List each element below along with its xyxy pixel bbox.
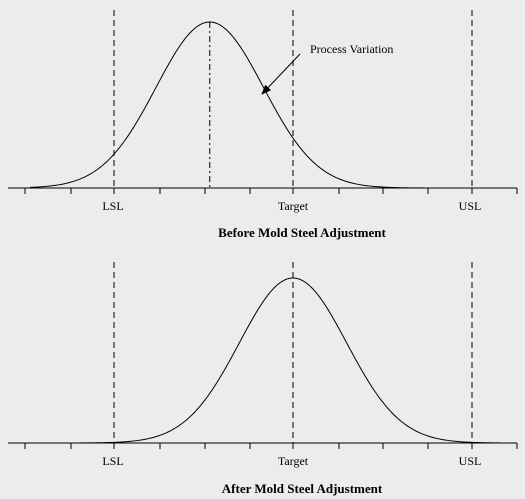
x-axis-ticks bbox=[24, 188, 518, 194]
annotation-arrow bbox=[261, 53, 301, 95]
process-variation-annotation: Process Variation bbox=[310, 42, 393, 56]
target-label: Target bbox=[278, 454, 309, 468]
x-axis-ticks bbox=[24, 443, 518, 449]
target-label: Target bbox=[278, 199, 309, 213]
usl-label: USL bbox=[459, 199, 482, 213]
usl-label: USL bbox=[459, 454, 482, 468]
process-variation-curve bbox=[29, 21, 500, 189]
after-panel: LSL Target USL After Mold Steel Adjustme… bbox=[8, 262, 518, 496]
before-title: Before Mold Steel Adjustment bbox=[218, 225, 386, 240]
spec-limit-lines bbox=[113, 262, 473, 449]
before-panel: LSL Target USL Before Mold Steel Adjustm… bbox=[8, 10, 518, 240]
spec-limit-lines bbox=[113, 10, 473, 194]
lsl-label: LSL bbox=[102, 454, 123, 468]
lsl-label: LSL bbox=[102, 199, 123, 213]
process-variation-curve bbox=[30, 277, 501, 444]
after-title: After Mold Steel Adjustment bbox=[222, 481, 383, 496]
